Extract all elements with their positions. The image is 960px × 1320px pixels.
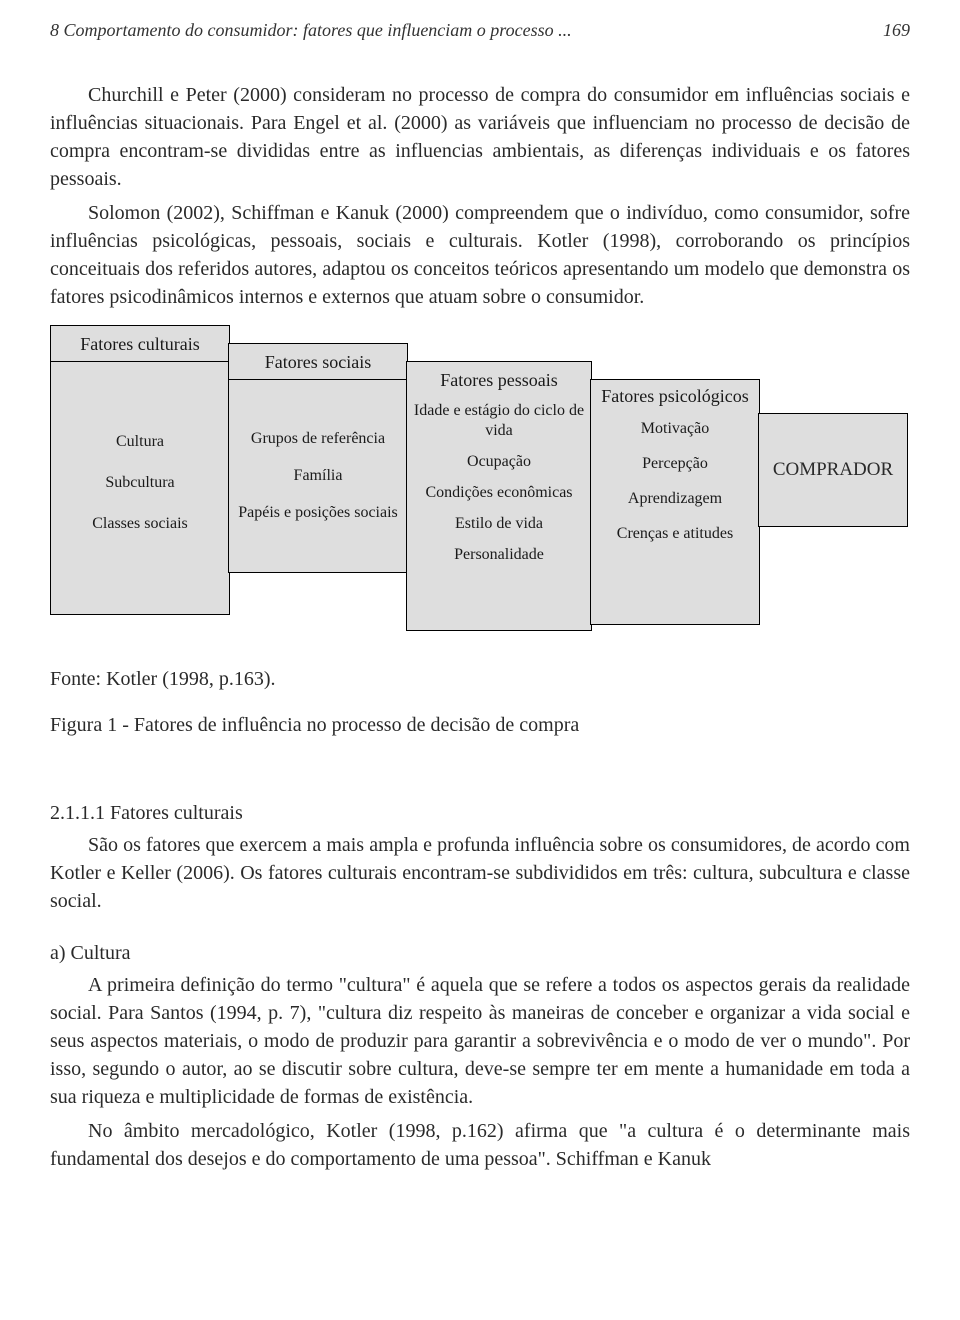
box4-item-aprendizagem: Aprendizagem — [595, 489, 755, 508]
box4-item-percepcao: Percepção — [595, 454, 755, 473]
box5-label: COMPRADOR — [773, 457, 893, 484]
figure-source: Fonte: Kotler (1998, p.163). — [50, 665, 910, 693]
box2-item-familia: Família — [233, 466, 403, 485]
diagram-box-psicologicos: Fatores psicológicos Motivação Percepção… — [590, 379, 760, 625]
paragraph-2: Solomon (2002), Schiffman e Kanuk (2000)… — [50, 199, 910, 311]
box3-item-estilo: Estilo de vida — [411, 514, 587, 533]
box2-item-papeis: Papéis e posições sociais — [233, 503, 403, 522]
box3-item-condicoes: Condições econômicas — [411, 483, 587, 502]
box4-item-motivacao: Motivação — [595, 419, 755, 438]
box1-item-subcultura: Subcultura — [55, 473, 225, 492]
paragraph-3: São os fatores que exercem a mais ampla … — [50, 831, 910, 915]
box1-title: Fatores culturais — [51, 326, 229, 362]
header-left: 8 Comportamento do consumidor: fatores q… — [50, 18, 572, 43]
box2-title: Fatores sociais — [229, 344, 407, 380]
box3-item-idade: Idade e estágio do ciclo de vida — [411, 401, 587, 439]
paragraph-5: No âmbito mercadológico, Kotler (1998, p… — [50, 1117, 910, 1173]
box4-item-crencas: Crenças e atitudes — [595, 524, 755, 543]
diagram-box-culturais: Fatores culturais Cultura Subcultura Cla… — [50, 325, 230, 615]
box2-item-grupos: Grupos de referência — [233, 429, 403, 448]
paragraph-4: A primeira definição do termo "cultura" … — [50, 971, 910, 1111]
diagram-box-sociais: Fatores sociais Grupos de referência Fam… — [228, 343, 408, 573]
box1-item-classes: Classes sociais — [55, 514, 225, 533]
running-header: 8 Comportamento do consumidor: fatores q… — [50, 18, 910, 43]
box3-item-personalidade: Personalidade — [411, 545, 587, 564]
diagram-box-pessoais: Fatores pessoais Idade e estágio do cicl… — [406, 361, 592, 631]
subsection-heading: 2.1.1.1 Fatores culturais — [50, 799, 910, 827]
box3-item-ocupacao: Ocupação — [411, 452, 587, 471]
figure-title: Figura 1 - Fatores de influência no proc… — [50, 711, 910, 739]
box1-item-cultura: Cultura — [55, 432, 225, 451]
paragraph-1: Churchill e Peter (2000) consideram no p… — [50, 81, 910, 193]
diagram-box-comprador: COMPRADOR — [758, 413, 908, 527]
header-page-number: 169 — [883, 18, 910, 43]
box3-title: Fatores pessoais — [407, 362, 591, 397]
subheading-a: a) Cultura — [50, 939, 910, 967]
diagram-figure: Fatores culturais Cultura Subcultura Cla… — [50, 325, 910, 635]
box4-title: Fatores psicológicos — [591, 380, 759, 411]
